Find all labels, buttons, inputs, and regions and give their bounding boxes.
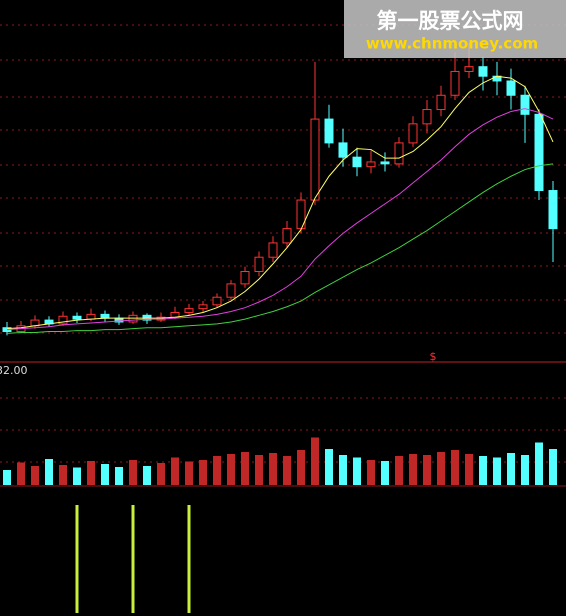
volume-bar bbox=[31, 466, 39, 485]
candle-body bbox=[338, 142, 348, 158]
signal-bar bbox=[75, 505, 79, 613]
signal-bar bbox=[187, 505, 191, 613]
volume-bar bbox=[423, 455, 431, 485]
candle-body bbox=[226, 283, 236, 298]
volume-bar bbox=[535, 442, 543, 485]
candle-body bbox=[520, 94, 530, 115]
volume-bar bbox=[395, 456, 403, 485]
volume-bar bbox=[171, 457, 179, 485]
candle-body bbox=[324, 118, 334, 144]
signal-bar bbox=[131, 505, 135, 613]
candle-body bbox=[506, 80, 516, 96]
candle-body bbox=[548, 190, 558, 230]
candle-body bbox=[282, 228, 292, 244]
volume-bar bbox=[269, 453, 277, 485]
watermark-box bbox=[344, 0, 566, 58]
candle-body bbox=[58, 315, 68, 325]
candle-body bbox=[436, 94, 446, 111]
volume-bar bbox=[283, 456, 291, 485]
candle-body bbox=[422, 109, 432, 125]
moving-average bbox=[6, 75, 554, 330]
volume-bar bbox=[157, 463, 165, 485]
volume-bar bbox=[311, 437, 319, 485]
volume-bar bbox=[255, 455, 263, 485]
candle-body bbox=[212, 296, 222, 306]
volume-bar bbox=[227, 454, 235, 485]
candle-body bbox=[408, 123, 418, 144]
marker: $ bbox=[430, 350, 437, 363]
candle-body bbox=[100, 313, 110, 319]
volume-bar bbox=[59, 465, 67, 485]
volume-bar bbox=[465, 454, 473, 485]
volume-bar bbox=[367, 460, 375, 485]
volume-bar bbox=[381, 461, 389, 485]
volume-bar bbox=[297, 450, 305, 485]
volume-bar bbox=[325, 449, 333, 485]
volume-bar bbox=[479, 456, 487, 485]
candle-body bbox=[310, 118, 320, 201]
watermark-url: www.chnmoney.com bbox=[366, 35, 538, 53]
volume-bar bbox=[549, 449, 557, 485]
volume-bar bbox=[199, 460, 207, 485]
volume-bar bbox=[45, 459, 53, 485]
watermark-title: 第一股票公式网 bbox=[377, 9, 524, 33]
moving-average bbox=[6, 108, 554, 331]
volume-bar bbox=[339, 455, 347, 485]
candle-body bbox=[254, 256, 264, 273]
volume-bar bbox=[101, 464, 109, 485]
volume-bar bbox=[73, 467, 81, 485]
volume-bar bbox=[241, 452, 249, 485]
volume-bar bbox=[409, 454, 417, 485]
watermark: 第一股票公式网 www.chnmoney.com bbox=[344, 0, 566, 58]
volume-bar bbox=[185, 461, 193, 485]
candle-body bbox=[184, 308, 194, 313]
candle-body bbox=[478, 66, 488, 77]
volume-bar bbox=[507, 453, 515, 485]
candle-body bbox=[464, 66, 474, 72]
candle-body bbox=[198, 304, 208, 310]
candle-body bbox=[534, 113, 544, 192]
volume-bar bbox=[129, 460, 137, 485]
candle-body bbox=[394, 142, 404, 165]
candle-body bbox=[240, 271, 250, 285]
volume-bar bbox=[87, 461, 95, 485]
candle-body bbox=[86, 313, 96, 320]
volume-bar bbox=[17, 462, 25, 485]
volume-bar bbox=[521, 455, 529, 485]
volume-bar bbox=[213, 456, 221, 485]
moving-average bbox=[6, 163, 554, 334]
candle-body bbox=[366, 161, 376, 168]
plot: 32.00 $ bbox=[0, 42, 566, 613]
volume-bar bbox=[143, 466, 151, 485]
volume-bar bbox=[115, 467, 123, 485]
candle-body bbox=[72, 315, 82, 320]
y-tick-label: 32.00 bbox=[0, 364, 28, 377]
candle-body bbox=[450, 70, 460, 96]
candle-body bbox=[380, 161, 390, 165]
volume-bar bbox=[353, 457, 361, 485]
volume-bar bbox=[3, 470, 11, 485]
candle-body bbox=[352, 156, 362, 168]
volume-bar bbox=[493, 457, 501, 485]
candle-body bbox=[268, 242, 278, 258]
volume-bar bbox=[451, 450, 459, 485]
volume-bar bbox=[437, 452, 445, 485]
